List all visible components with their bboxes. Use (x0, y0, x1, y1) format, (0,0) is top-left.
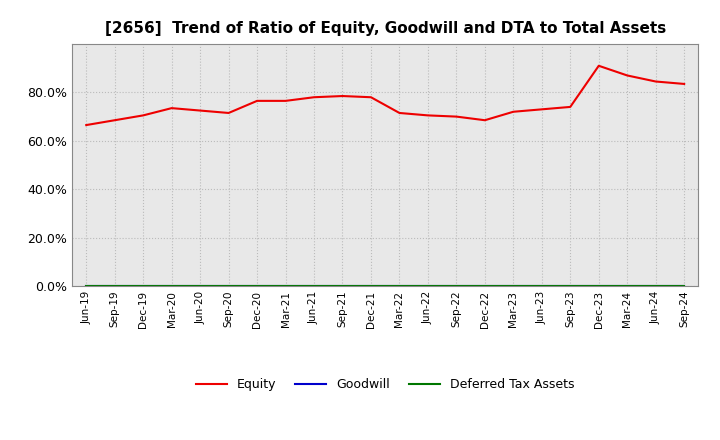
Goodwill (139, 283, 148, 289)
Deferred Tax Assets (310, 283, 318, 289)
Deferred Tax Assets (480, 283, 489, 289)
Title: [2656]  Trend of Ratio of Equity, Goodwill and DTA to Total Assets: [2656] Trend of Ratio of Equity, Goodwil… (104, 21, 666, 36)
Goodwill (623, 283, 631, 289)
Deferred Tax Assets (110, 283, 119, 289)
Equity (139, 113, 148, 118)
Deferred Tax Assets (366, 283, 375, 289)
Legend: Equity, Goodwill, Deferred Tax Assets: Equity, Goodwill, Deferred Tax Assets (191, 373, 580, 396)
Deferred Tax Assets (167, 283, 176, 289)
Equity (110, 117, 119, 123)
Goodwill (480, 283, 489, 289)
Goodwill (395, 283, 404, 289)
Goodwill (82, 283, 91, 289)
Equity (452, 114, 461, 119)
Deferred Tax Assets (537, 283, 546, 289)
Deferred Tax Assets (680, 283, 688, 289)
Equity (566, 104, 575, 110)
Equity (595, 63, 603, 68)
Equity (395, 110, 404, 116)
Deferred Tax Assets (509, 283, 518, 289)
Equity (652, 79, 660, 84)
Goodwill (110, 283, 119, 289)
Deferred Tax Assets (423, 283, 432, 289)
Deferred Tax Assets (623, 283, 631, 289)
Goodwill (537, 283, 546, 289)
Goodwill (595, 283, 603, 289)
Goodwill (652, 283, 660, 289)
Equity (537, 106, 546, 112)
Equity (509, 109, 518, 114)
Deferred Tax Assets (652, 283, 660, 289)
Deferred Tax Assets (338, 283, 347, 289)
Goodwill (366, 283, 375, 289)
Deferred Tax Assets (395, 283, 404, 289)
Equity (623, 73, 631, 78)
Goodwill (310, 283, 318, 289)
Deferred Tax Assets (225, 283, 233, 289)
Equity (225, 110, 233, 116)
Equity (366, 95, 375, 100)
Equity (423, 113, 432, 118)
Deferred Tax Assets (282, 283, 290, 289)
Equity (480, 117, 489, 123)
Goodwill (167, 283, 176, 289)
Deferred Tax Assets (595, 283, 603, 289)
Goodwill (225, 283, 233, 289)
Equity (310, 95, 318, 100)
Deferred Tax Assets (452, 283, 461, 289)
Goodwill (282, 283, 290, 289)
Deferred Tax Assets (253, 283, 261, 289)
Equity (167, 106, 176, 111)
Deferred Tax Assets (139, 283, 148, 289)
Deferred Tax Assets (82, 283, 91, 289)
Goodwill (253, 283, 261, 289)
Deferred Tax Assets (196, 283, 204, 289)
Line: Equity: Equity (86, 66, 684, 125)
Equity (82, 122, 91, 128)
Equity (253, 98, 261, 103)
Goodwill (196, 283, 204, 289)
Equity (282, 98, 290, 103)
Equity (338, 93, 347, 99)
Deferred Tax Assets (566, 283, 575, 289)
Goodwill (452, 283, 461, 289)
Goodwill (680, 283, 688, 289)
Equity (196, 108, 204, 113)
Goodwill (423, 283, 432, 289)
Goodwill (566, 283, 575, 289)
Goodwill (338, 283, 347, 289)
Equity (680, 81, 688, 87)
Goodwill (509, 283, 518, 289)
